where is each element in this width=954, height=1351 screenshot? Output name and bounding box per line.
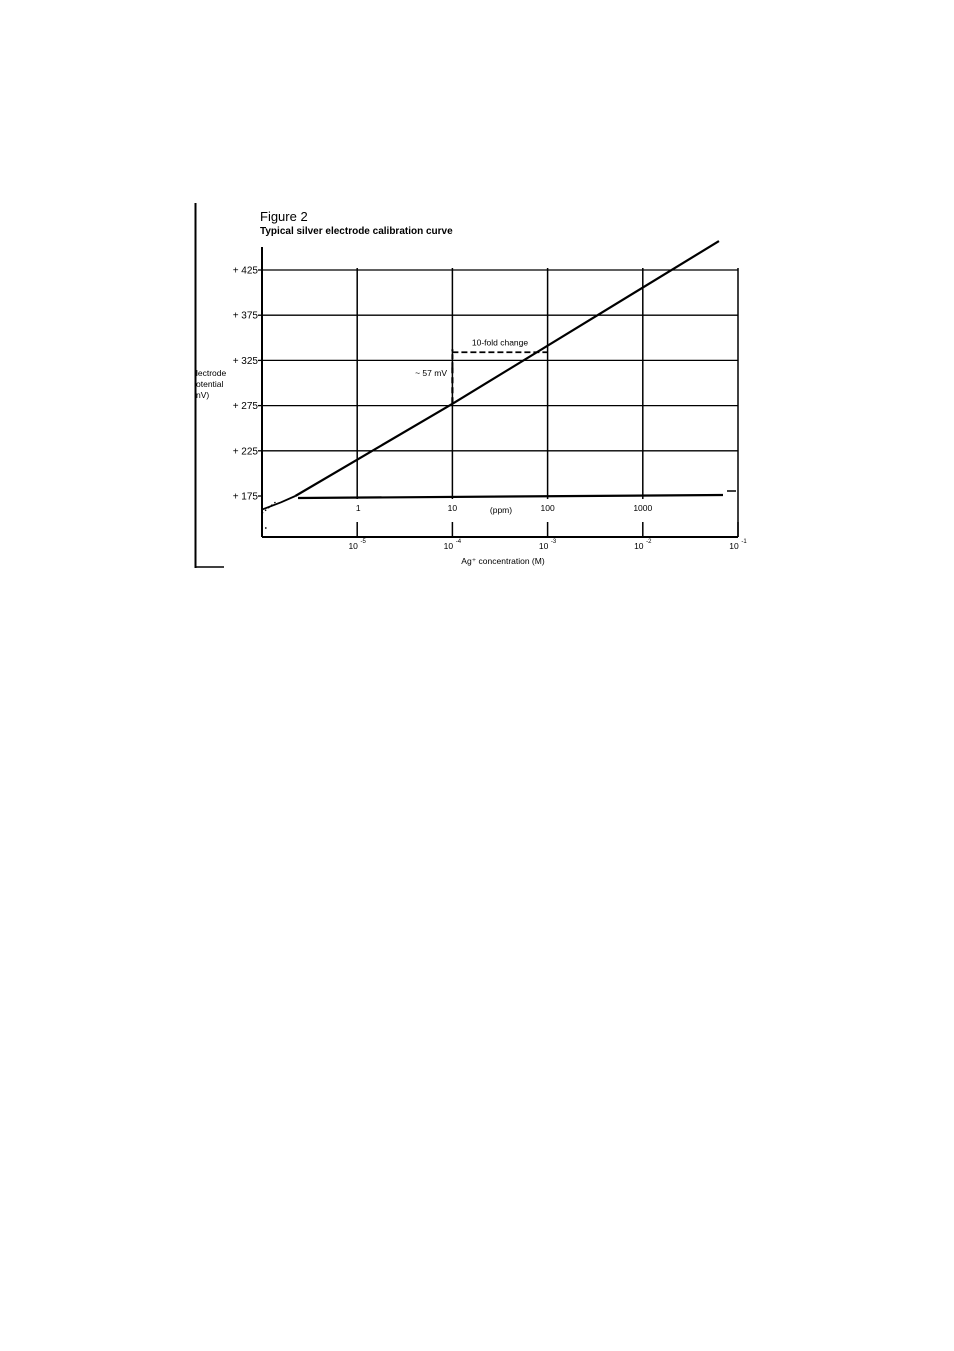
x-molar-tick-exponent: -4 bbox=[456, 539, 462, 545]
y-ticks: + 425 + 375 + 325 + 275 + 225 + 175 bbox=[233, 266, 262, 503]
y-tick-label: + 375 bbox=[233, 311, 259, 322]
baseline-175 bbox=[297, 493, 724, 500]
x-ppm-tick-label: 1000 bbox=[633, 503, 652, 513]
y-axis-label-line: otential bbox=[196, 379, 224, 389]
figure-title: Figure 2 bbox=[260, 209, 308, 224]
x-molar-tick-label: 10 bbox=[539, 541, 549, 551]
x-molar-tick-label: 10 bbox=[444, 541, 454, 551]
x-molar-tick-exponent: -1 bbox=[741, 539, 747, 545]
x-molar-tick-exponent: -2 bbox=[646, 539, 652, 545]
annotations: 10-fold change ~ 57 mV bbox=[415, 337, 548, 406]
low-end-curve bbox=[261, 495, 296, 511]
x-ppm-tick-label: 10 bbox=[448, 503, 458, 513]
x-ppm-tick-label: 100 bbox=[541, 503, 555, 513]
x-molar-tick-label: 10 bbox=[634, 541, 644, 551]
calibration-line bbox=[294, 240, 720, 497]
y-tick-label: + 325 bbox=[233, 356, 259, 367]
x-ppm-tick-label: 1 bbox=[356, 503, 361, 513]
x-ppm-unit-label: (ppm) bbox=[490, 505, 512, 515]
x-molar-tick-label: 10 bbox=[348, 541, 358, 551]
y-axis-label-line: nV) bbox=[196, 390, 209, 400]
x-molar-tick-label: 10 bbox=[729, 541, 739, 551]
series bbox=[261, 240, 720, 529]
axes bbox=[261, 247, 739, 538]
low-end-dot bbox=[264, 527, 267, 529]
y-tick-label: + 175 bbox=[233, 492, 259, 503]
y-tick-label: + 225 bbox=[233, 446, 259, 457]
x-ticks: 1 10 100 1000(ppm)10 -5 10 -4 10 -3 10 -2 10 -1 bbox=[348, 503, 747, 551]
y-tick-label: + 275 bbox=[233, 401, 259, 412]
chart-subtitle: Typical silver electrode calibration cur… bbox=[260, 226, 453, 237]
y-tick-label: + 425 bbox=[233, 266, 259, 277]
grid bbox=[262, 268, 738, 500]
x-molar-tick-exponent: -3 bbox=[551, 539, 557, 545]
fold-change-label: 10-fold change bbox=[472, 337, 529, 347]
y-axis-label-line: lectrode bbox=[196, 368, 227, 378]
x-molar-tick-exponent: -5 bbox=[361, 539, 367, 545]
x-axis-label: Ag⁺ concentration (M) bbox=[461, 556, 545, 566]
mv-label: ~ 57 mV bbox=[415, 368, 447, 378]
low-end-dotted bbox=[261, 500, 277, 514]
